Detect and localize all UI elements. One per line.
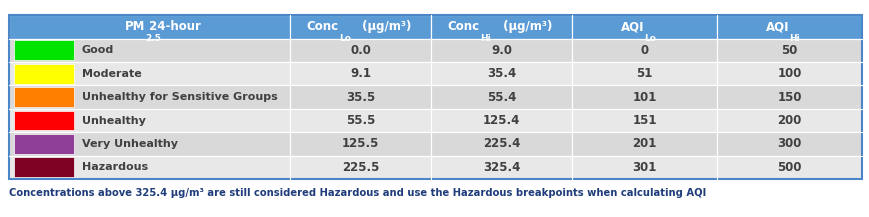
Text: 301: 301 [633,161,657,174]
Text: 0.0: 0.0 [350,44,371,57]
Bar [9,15,290,39]
Bar [572,15,717,39]
Bar [717,156,862,179]
Text: 50: 50 [781,44,798,57]
Bar [431,39,572,62]
Text: 55.5: 55.5 [346,114,375,127]
Bar [572,85,717,109]
Bar [431,132,572,156]
Text: 325.4: 325.4 [483,161,521,174]
Bar [290,15,431,39]
Text: Hi: Hi [790,34,800,43]
Text: 151: 151 [632,114,657,127]
Text: Lo: Lo [645,34,656,43]
Bar [9,132,290,156]
Text: AQI: AQI [766,20,790,33]
Text: 51: 51 [636,67,653,80]
Bar [14,134,75,154]
Text: 200: 200 [778,114,802,127]
Text: AQI: AQI [621,20,645,33]
Text: 150: 150 [777,91,802,104]
Bar [9,109,290,132]
Bar [717,109,862,132]
Bar [9,62,290,85]
Bar [14,111,75,130]
Text: Hazardous: Hazardous [82,162,148,172]
Text: 225.4: 225.4 [483,137,521,150]
Text: 35.4: 35.4 [487,67,516,80]
Text: Unhealthy: Unhealthy [82,115,146,125]
Bar [431,156,572,179]
Bar [717,132,862,156]
Bar [717,62,862,85]
Text: Very Unhealthy: Very Unhealthy [82,139,178,149]
Bar [14,64,75,84]
Text: 35.5: 35.5 [346,91,375,104]
Bar [717,39,862,62]
Text: 100: 100 [778,67,802,80]
Bar [572,132,717,156]
Bar [9,85,290,109]
Bar [431,15,572,39]
Bar [572,156,717,179]
Bar [290,85,431,109]
Bar [290,156,431,179]
Text: 55.4: 55.4 [487,91,516,104]
Text: Good: Good [82,45,114,55]
Bar [572,109,717,132]
Text: 500: 500 [777,161,802,174]
Text: 9.1: 9.1 [350,67,371,80]
Bar [572,39,717,62]
Bar [572,62,717,85]
Text: Conc: Conc [307,20,339,33]
Bar [290,39,431,62]
Bar [290,62,431,85]
Text: 2.5: 2.5 [145,34,161,43]
Bar [431,85,572,109]
Text: Hi: Hi [480,34,490,43]
Bar [431,109,572,132]
Text: 0: 0 [640,44,648,57]
Text: 9.0: 9.0 [491,44,512,57]
Text: Concentrations above 325.4 μg/m³ are still considered Hazardous and use the Haza: Concentrations above 325.4 μg/m³ are sti… [9,188,706,198]
Text: 125.4: 125.4 [483,114,521,127]
Bar [9,15,862,179]
Bar [9,156,290,179]
Text: 201: 201 [633,137,657,150]
Bar [14,87,75,107]
Bar [431,62,572,85]
Text: 101: 101 [633,91,657,104]
Bar [717,85,862,109]
Bar [717,15,862,39]
Bar [290,109,431,132]
Text: PM: PM [125,20,145,33]
Text: Lo: Lo [339,34,351,43]
Text: (μg/m³): (μg/m³) [499,20,553,33]
Text: (μg/m³): (μg/m³) [358,20,411,33]
Text: Unhealthy for Sensitive Groups: Unhealthy for Sensitive Groups [82,92,278,102]
Bar [14,158,75,177]
Text: Conc: Conc [448,20,480,33]
Text: 300: 300 [778,137,802,150]
Text: 125.5: 125.5 [342,137,380,150]
Text: 24-hour: 24-hour [145,20,201,33]
Bar [14,40,75,60]
Bar [9,39,290,62]
Text: Moderate: Moderate [82,69,142,79]
Bar [290,132,431,156]
Text: 225.5: 225.5 [342,161,380,174]
